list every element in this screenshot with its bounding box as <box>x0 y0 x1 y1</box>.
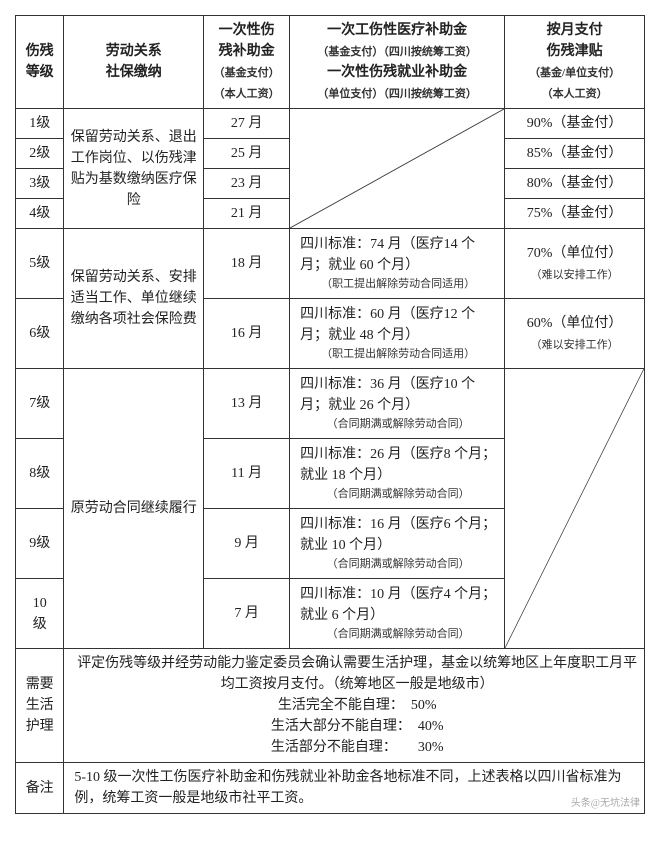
cell-medical: 四川标准：26 月（医疗8 个月；就业 18 个月） （合同期满或解除劳动合同） <box>290 439 505 509</box>
header-level: 伤残 等级 <box>16 16 64 109</box>
cell-relation-group-c: 原劳动合同继续履行 <box>64 369 204 649</box>
table-row: 5级 保留劳动关系、安排适当工作、单位继续缴纳各项社会保险费 18 月 四川标准… <box>16 229 645 299</box>
cell-onetime: 27 月 <box>204 109 290 139</box>
cell-medical: 四川标准：10 月（医疗4 个月；就业 6 个月） （合同期满或解除劳动合同） <box>290 579 505 649</box>
header-monthly: 按月支付 伤残津贴 （基金/单位支付） （本人工资） <box>505 16 645 109</box>
cell-monthly: 70%（单位付） （难以安排工作） <box>505 229 645 299</box>
cell-monthly: 85%（基金付） <box>505 139 645 169</box>
cell-relation-group-a: 保留劳动关系、退出工作岗位、以伤残津贴为基数缴纳医疗保险 <box>64 109 204 229</box>
cell-onetime: 7 月 <box>204 579 290 649</box>
care-content: 评定伤残等级并经劳动能力鉴定委员会确认需要生活护理，基金以统筹地区上年度职工月平… <box>64 649 645 763</box>
cell-onetime: 23 月 <box>204 169 290 199</box>
table-row: 7级 原劳动合同继续履行 13 月 四川标准：36 月（医疗10 个月；就业 2… <box>16 369 645 439</box>
cell-relation-group-b: 保留劳动关系、安排适当工作、单位继续缴纳各项社会保险费 <box>64 229 204 369</box>
cell-level: 10 级 <box>16 579 64 649</box>
cell-medical: 四川标准：16 月（医疗6 个月；就业 10 个月） （合同期满或解除劳动合同） <box>290 509 505 579</box>
care-label: 需要 生活 护理 <box>16 649 64 763</box>
cell-medical: 四川标准：60 月（医疗12 个月；就业 48 个月） （职工提出解除劳动合同适… <box>290 299 505 369</box>
cell-monthly: 60%（单位付） （难以安排工作） <box>505 299 645 369</box>
cell-medical: 四川标准：36 月（医疗10 个月；就业 26 个月） （合同期满或解除劳动合同… <box>290 369 505 439</box>
cell-level: 3级 <box>16 169 64 199</box>
table-row: 1级 保留劳动关系、退出工作岗位、以伤残津贴为基数缴纳医疗保险 27 月 90%… <box>16 109 645 139</box>
cell-onetime: 9 月 <box>204 509 290 579</box>
header-onetime: 一次性伤 残补助金 （基金支付） （本人工资） <box>204 16 290 109</box>
cell-level: 5级 <box>16 229 64 299</box>
note-content: 5-10 级一次性工伤医疗补助金和伤残就业补助金各地标准不同，上述表格以四川省标… <box>64 763 645 814</box>
cell-medical: 四川标准：74 月（医疗14 个月；就业 60 个月） （职工提出解除劳动合同适… <box>290 229 505 299</box>
cell-monthly: 90%（基金付） <box>505 109 645 139</box>
cell-level: 9级 <box>16 509 64 579</box>
cell-level: 7级 <box>16 369 64 439</box>
note-row: 备注 5-10 级一次性工伤医疗补助金和伤残就业补助金各地标准不同，上述表格以四… <box>16 763 645 814</box>
cell-level: 4级 <box>16 199 64 229</box>
note-label: 备注 <box>16 763 64 814</box>
cell-onetime: 13 月 <box>204 369 290 439</box>
cell-level: 8级 <box>16 439 64 509</box>
cell-onetime: 11 月 <box>204 439 290 509</box>
cell-onetime: 18 月 <box>204 229 290 299</box>
cell-onetime: 25 月 <box>204 139 290 169</box>
table-header-row: 伤残 等级 劳动关系 社保缴纳 一次性伤 残补助金 （基金支付） （本人工资） … <box>16 16 645 109</box>
cell-monthly: 75%（基金付） <box>505 199 645 229</box>
cell-onetime: 21 月 <box>204 199 290 229</box>
cell-onetime: 16 月 <box>204 299 290 369</box>
cell-monthly: 80%（基金付） <box>505 169 645 199</box>
cell-level: 1级 <box>16 109 64 139</box>
cell-level: 2级 <box>16 139 64 169</box>
disability-compensation-table: 伤残 等级 劳动关系 社保缴纳 一次性伤 残补助金 （基金支付） （本人工资） … <box>15 15 645 814</box>
header-medical: 一次工伤性医疗补助金 （基金支付）（四川按统筹工资） 一次性伤残就业补助金 （单… <box>290 16 505 109</box>
care-row: 需要 生活 护理 评定伤残等级并经劳动能力鉴定委员会确认需要生活护理，基金以统筹… <box>16 649 645 763</box>
header-relation: 劳动关系 社保缴纳 <box>64 16 204 109</box>
cell-slash-group-c <box>505 369 645 649</box>
cell-level: 6级 <box>16 299 64 369</box>
cell-slash-group-a <box>290 109 505 229</box>
